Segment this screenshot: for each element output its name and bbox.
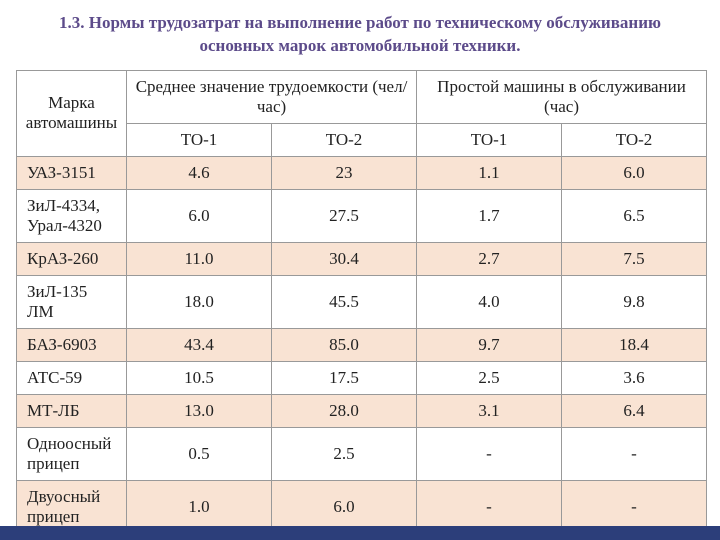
table-row: АТС-5910.517.52.53.6 (17, 361, 707, 394)
cell-value: 10.5 (127, 361, 272, 394)
row-label: МТ-ЛБ (17, 394, 127, 427)
cell-value: 17.5 (272, 361, 417, 394)
cell-value: 27.5 (272, 189, 417, 242)
table-row: УАЗ-31514.6231.16.0 (17, 156, 707, 189)
col-subheader-to1a: ТО-1 (127, 123, 272, 156)
cell-value: 85.0 (272, 328, 417, 361)
row-label: УАЗ-3151 (17, 156, 127, 189)
table-row: ЗиЛ-4334, Урал-43206.027.51.76.5 (17, 189, 707, 242)
cell-value: 6.0 (562, 156, 707, 189)
labor-table: Марка автомашины Среднее значение трудое… (16, 70, 707, 534)
cell-value: 18.4 (562, 328, 707, 361)
cell-value: 30.4 (272, 242, 417, 275)
cell-value: 2.5 (417, 361, 562, 394)
page-title: 1.3. Нормы трудозатрат на выполнение раб… (56, 12, 664, 58)
cell-value: 11.0 (127, 242, 272, 275)
row-label: Одноосный прицеп (17, 427, 127, 480)
cell-value: 7.5 (562, 242, 707, 275)
cell-value: 9.8 (562, 275, 707, 328)
row-label: ЗиЛ-4334, Урал-4320 (17, 189, 127, 242)
col-subheader-to1b: ТО-1 (417, 123, 562, 156)
cell-value: 13.0 (127, 394, 272, 427)
table-row: МТ-ЛБ13.028.03.16.4 (17, 394, 707, 427)
cell-value: 3.1 (417, 394, 562, 427)
col-header-model: Марка автомашины (17, 70, 127, 156)
table-row: БАЗ-690343.485.09.718.4 (17, 328, 707, 361)
cell-value: 6.5 (562, 189, 707, 242)
cell-value: 18.0 (127, 275, 272, 328)
col-header-downtime: Простой машины в обслуживании (час) (417, 70, 707, 123)
cell-value: - (562, 427, 707, 480)
col-header-labor: Среднее значение трудоемкости (чел/час) (127, 70, 417, 123)
cell-value: 1.1 (417, 156, 562, 189)
table-row: ЗиЛ-135 ЛМ18.045.54.09.8 (17, 275, 707, 328)
row-label: ЗиЛ-135 ЛМ (17, 275, 127, 328)
cell-value: 0.5 (127, 427, 272, 480)
table-row: Одноосный прицеп0.52.5-- (17, 427, 707, 480)
cell-value: 6.4 (562, 394, 707, 427)
row-label: БАЗ-6903 (17, 328, 127, 361)
col-subheader-to2b: ТО-2 (562, 123, 707, 156)
cell-value: 4.0 (417, 275, 562, 328)
cell-value: 2.7 (417, 242, 562, 275)
cell-value: 4.6 (127, 156, 272, 189)
row-label: КрАЗ-260 (17, 242, 127, 275)
table-row: КрАЗ-26011.030.42.77.5 (17, 242, 707, 275)
cell-value: - (417, 427, 562, 480)
cell-value: 9.7 (417, 328, 562, 361)
cell-value: 3.6 (562, 361, 707, 394)
cell-value: 6.0 (127, 189, 272, 242)
col-subheader-to2a: ТО-2 (272, 123, 417, 156)
cell-value: 28.0 (272, 394, 417, 427)
cell-value: 23 (272, 156, 417, 189)
cell-value: 2.5 (272, 427, 417, 480)
row-label: АТС-59 (17, 361, 127, 394)
cell-value: 1.7 (417, 189, 562, 242)
footer-bar (0, 526, 720, 540)
cell-value: 43.4 (127, 328, 272, 361)
cell-value: 45.5 (272, 275, 417, 328)
